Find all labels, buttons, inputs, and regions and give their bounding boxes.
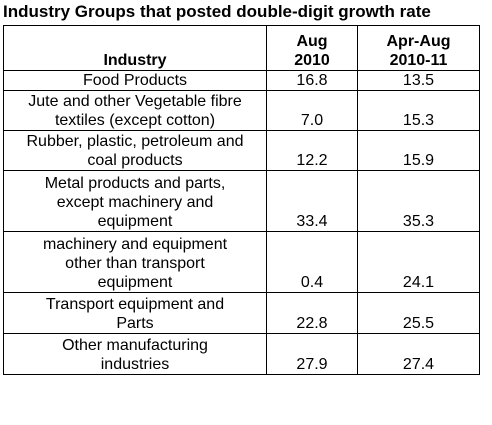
header-row: Industry Aug 2010 Apr-Aug 2010-11 [3,25,480,71]
industry-cell: Other manufacturing industries [3,333,267,375]
header-apraug-line2: 2010-11 [389,52,448,69]
table-row: Jute and other Vegetable fibre textiles … [3,90,480,131]
header-aug-line1: Aug [296,33,328,50]
aug-2010-value: 22.8 [266,292,358,334]
table-row: Food Products 16.8 13.5 [3,70,480,91]
aug-2010-value: 7.0 [266,90,358,131]
industry-cell: Rubber, plastic, petroleum and coal prod… [3,130,267,171]
table-row: Other manufacturing industries 27.9 27.4 [3,333,480,375]
aug-2010-value: 27.9 [266,333,358,375]
table-title: Industry Groups that posted double-digit… [3,2,431,21]
apr-aug-value: 27.4 [357,333,480,375]
industry-cell: Food Products [3,70,267,91]
header-industry: Industry [3,25,267,71]
apr-aug-value: 15.9 [357,130,480,171]
apr-aug-value: 24.1 [357,231,480,293]
apr-aug-value: 13.5 [357,70,480,91]
apr-aug-value: 25.5 [357,292,480,334]
industry-cell: Metal products and parts, except machine… [3,170,267,232]
table-row: Rubber, plastic, petroleum and coal prod… [3,130,480,171]
table-row: machinery and equipment other than trans… [3,231,480,293]
header-apraug-line1: Apr-Aug [386,33,451,50]
aug-2010-value: 33.4 [266,170,358,232]
industry-cell: Transport equipment and Parts [3,292,267,334]
header-aug-2010: Aug 2010 [266,25,358,71]
apr-aug-value: 35.3 [357,170,480,232]
aug-2010-value: 16.8 [266,70,358,91]
apr-aug-value: 15.3 [357,90,480,131]
aug-2010-value: 12.2 [266,130,358,171]
table-row: Metal products and parts, except machine… [3,170,480,232]
aug-2010-value: 0.4 [266,231,358,293]
header-aug-line2: 2010 [294,52,330,69]
industry-cell: machinery and equipment other than trans… [3,231,267,293]
header-apr-aug-2010-11: Apr-Aug 2010-11 [357,25,480,71]
industry-growth-table: Industry Aug 2010 Apr-Aug 2010-11 Food P… [3,25,480,375]
table-row: Transport equipment and Parts 22.8 25.5 [3,292,480,334]
industry-cell: Jute and other Vegetable fibre textiles … [3,90,267,131]
